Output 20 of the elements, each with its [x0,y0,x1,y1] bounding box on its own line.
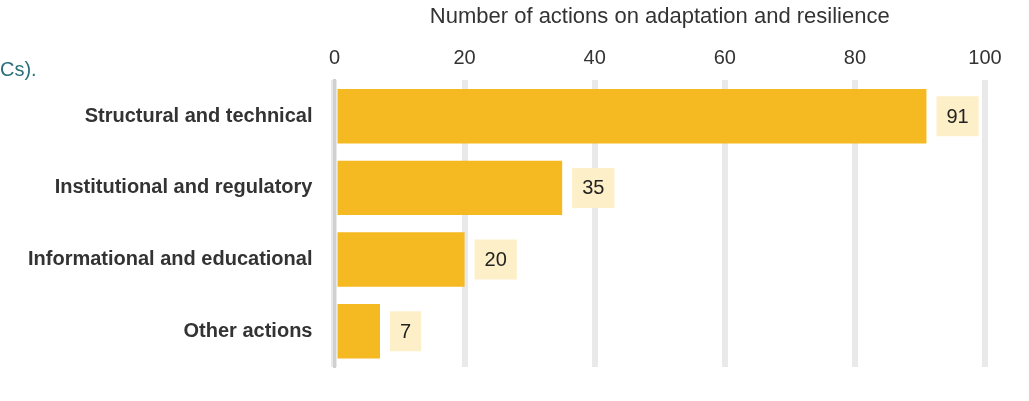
y-tick-label: Structural and technical [84,103,313,126]
data-label: 35 [582,176,605,199]
bar [337,160,563,216]
x-tick-label: 60 [713,45,736,68]
x-tick-label: 20 [453,45,476,68]
data-label: 20 [484,248,507,271]
x-tick-label: 40 [583,45,606,68]
x-tick-label: 80 [843,45,867,68]
data-label: 91 [946,104,969,127]
y-tick-label: Informational and educational [27,247,313,270]
y-tick-label: Institutional and regulatory [54,175,314,198]
x-tick-label: 100 [968,45,1002,68]
bar [337,232,465,287]
x-axis-title: Number of actions on adaptation and resilience [429,3,890,29]
y-tick-label: Other actions [183,318,313,341]
text: Cs). [0,58,37,81]
bar [337,89,927,144]
data-label: 7 [400,319,412,342]
x-tick-label: 0 [328,45,341,68]
bar [337,303,381,359]
